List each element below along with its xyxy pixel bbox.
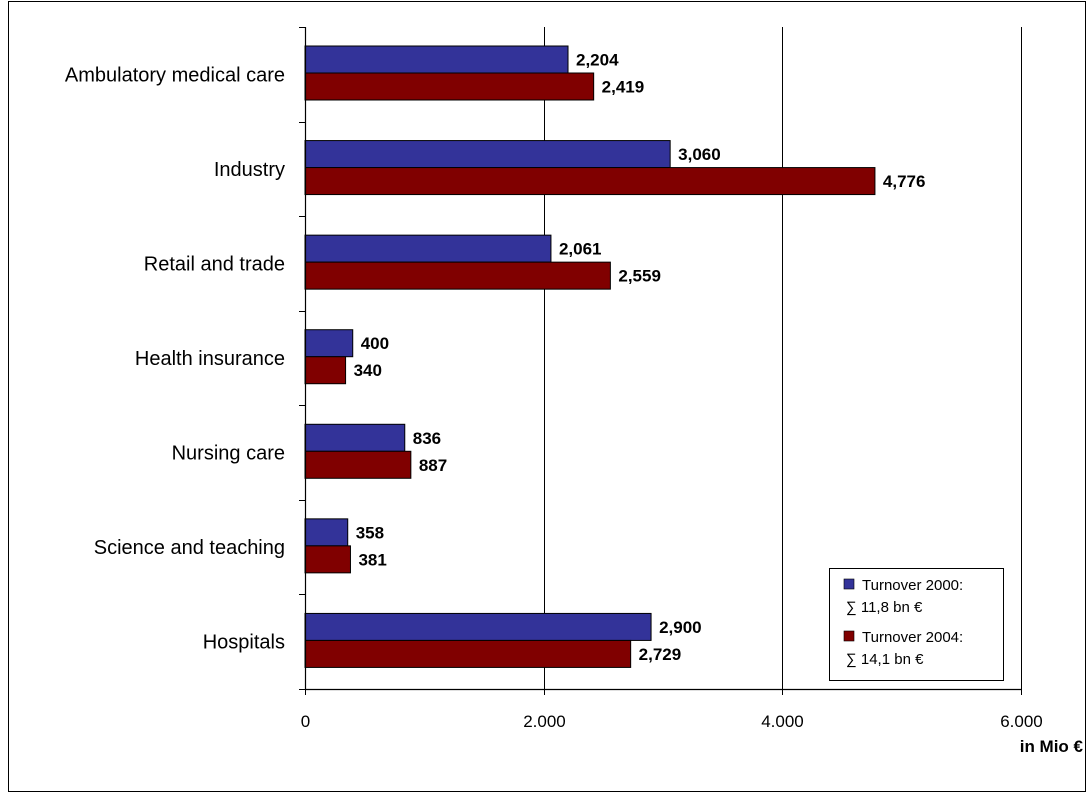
axes [299, 27, 1022, 695]
data-label-series-1-cat-4: 887 [419, 456, 447, 475]
legend-label-2000: Turnover 2000: [862, 577, 963, 594]
data-label-series-1-cat-5: 381 [358, 550, 386, 569]
bar-series-1-cat-1 [304, 167, 876, 196]
bar-series-1-cat-2 [304, 261, 611, 290]
data-label-series-0-cat-4: 836 [413, 429, 441, 448]
bar-series-0-cat-1 [304, 140, 671, 169]
x-tick-label-0: 0 [301, 712, 310, 731]
legend-swatch-2000 [843, 578, 855, 590]
category-label-5: Science and teaching [94, 537, 285, 559]
data-label-series-1-cat-2: 2,559 [618, 267, 661, 286]
bar-series-1-cat-5 [304, 545, 351, 574]
legend-box [829, 568, 1004, 681]
bar-series-1-cat-3 [304, 356, 347, 385]
category-label-3: Health insurance [135, 348, 285, 370]
x-tick-label-2: 4.000 [761, 712, 804, 731]
category-label-1: Industry [214, 159, 285, 181]
data-label-series-0-cat-0: 2,204 [576, 51, 619, 70]
labels: 2,204 2,419 Ambulatory medical care 3,060 4,… [65, 51, 1043, 732]
data-label-series-1-cat-1: 4,776 [883, 172, 926, 191]
bar-series-1-cat-4 [304, 450, 412, 479]
data-label-series-0-cat-5: 358 [356, 523, 384, 542]
category-label-0: Ambulatory medical care [65, 64, 285, 86]
bar-series-0-cat-2 [304, 234, 552, 263]
category-label-2: Retail and trade [144, 253, 285, 275]
data-label-series-1-cat-0: 2,419 [602, 78, 645, 97]
data-label-series-0-cat-3: 400 [361, 334, 389, 353]
x-axis-unit-label: in Mio € [1020, 737, 1084, 756]
bar-series-1-cat-6 [304, 639, 632, 668]
data-label-series-1-cat-6: 2,729 [639, 645, 682, 664]
bar-series-0-cat-5 [304, 518, 349, 547]
legend-sublabel-2000: ∑ 11,8 bn € [846, 599, 923, 616]
legend-sublabel-2004: ∑ 14,1 bn € [846, 651, 924, 668]
data-label-series-0-cat-1: 3,060 [678, 145, 721, 164]
bars [304, 45, 876, 668]
x-tick-label-3: 6.000 [1000, 712, 1043, 731]
bar-series-1-cat-0 [304, 72, 595, 101]
data-label-series-0-cat-2: 2,061 [559, 240, 602, 259]
legend-swatch-2004 [843, 630, 855, 642]
legend-label-2004: Turnover 2004: [862, 629, 963, 646]
bar-series-0-cat-4 [304, 423, 406, 452]
gridlines [544, 27, 1022, 689]
data-label-series-1-cat-3: 340 [354, 361, 382, 380]
category-label-4: Nursing care [172, 443, 285, 465]
bar-series-0-cat-0 [304, 45, 569, 74]
x-tick-label-1: 2.000 [523, 712, 566, 731]
category-label-6: Hospitals [203, 632, 285, 654]
bar-series-0-cat-3 [304, 329, 354, 358]
bar-series-0-cat-6 [304, 612, 652, 641]
legend: Turnover 2000: ∑ 11,8 bn € Turnover 2004… [829, 568, 1004, 681]
data-label-series-0-cat-6: 2,900 [659, 618, 702, 637]
